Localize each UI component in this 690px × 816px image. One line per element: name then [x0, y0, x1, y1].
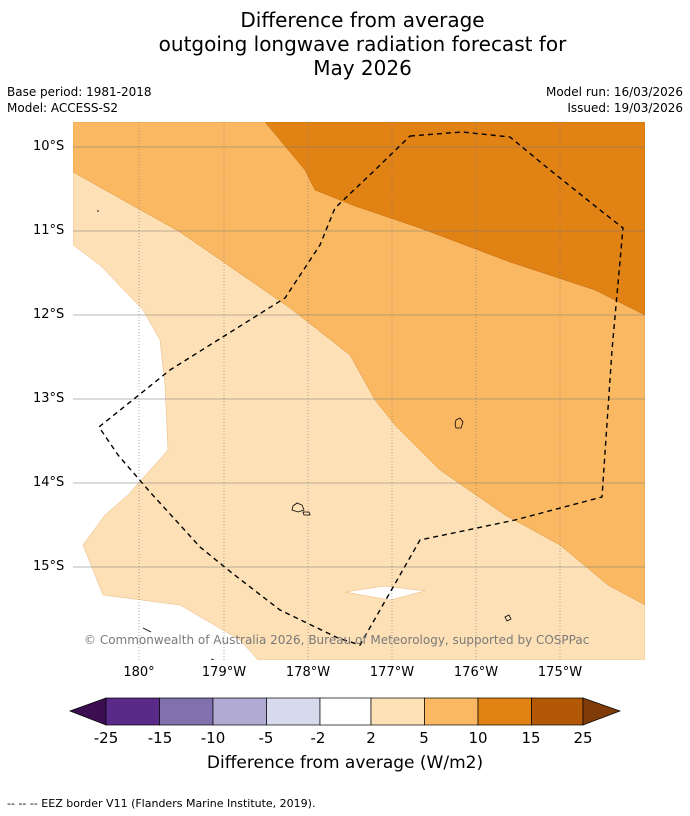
map-area[interactable] [73, 122, 645, 660]
model-run: Model run: 16/03/2026 [545, 85, 683, 99]
colorbar-tick: 2 [366, 729, 376, 747]
white-patch [344, 585, 426, 601]
meta-right: Model run: 16/03/2026 Issued: 19/03/2026 [546, 84, 683, 116]
lat-label: 15°S [33, 559, 65, 574]
island-2 [291, 502, 305, 513]
colorbar-tick: -15 [147, 729, 173, 747]
colorbar-tick: 5 [419, 729, 429, 747]
island-7 [210, 658, 215, 660]
lon-label: 175°W [537, 665, 583, 680]
base-period: Base period: 1981-2018 [7, 85, 152, 99]
lat-label: 11°S [33, 223, 65, 238]
lat-label: 10°S [33, 139, 65, 154]
colorbar-bin-8 [477, 697, 532, 726]
lat-label: 14°S [33, 475, 65, 490]
eez-border [98, 131, 624, 646]
island-3 [302, 511, 311, 516]
colorbar-bin-1 [105, 697, 160, 726]
lon-label: 179°W [201, 665, 247, 680]
colorbar-extend-high [582, 697, 622, 726]
graticule [73, 146, 645, 568]
lon-label: 180° [123, 665, 155, 680]
colorbar-bin-5 [319, 697, 372, 726]
colorbar-bin-7 [424, 697, 479, 726]
colorbar-bin-4 [266, 697, 321, 726]
colorbar-bin-6 [370, 697, 425, 726]
colorbar [69, 697, 622, 726]
lon-label: 176°W [453, 665, 499, 680]
colorbar-tick: 15 [521, 729, 541, 747]
eez-legend: -- -- -- EEZ border V11 (Flanders Marine… [7, 797, 316, 810]
issued-date: Issued: 19/03/2026 [567, 101, 683, 115]
model-name: Model: ACCESS-S2 [7, 101, 119, 115]
colorbar-label: Difference from average (W/m2) [206, 753, 484, 773]
colorbar-bin-2 [159, 697, 214, 726]
title-line-3: May 2026 [313, 56, 412, 80]
colorbar-tick: 25 [573, 729, 593, 747]
colorbar-tick: 10 [468, 729, 488, 747]
copyright-notice: © Commonwealth of Australia 2026, Bureau… [84, 633, 590, 647]
colorbar-bin-3 [212, 697, 267, 726]
colorbar-bin-9 [531, 697, 584, 726]
lat-label: 13°S [33, 391, 65, 406]
island-5 [142, 627, 152, 633]
colorbar-tick: -5 [258, 729, 274, 747]
title-line-2: outgoing longwave radiation forecast for [158, 32, 567, 56]
colorbar-tick: -25 [93, 729, 119, 747]
island-1 [454, 417, 464, 429]
lon-label: 177°W [369, 665, 415, 680]
colorbar-tick: -2 [310, 729, 326, 747]
colorbar-extend-low [69, 697, 107, 726]
island-6 [97, 210, 99, 212]
colorbar-tick: -10 [200, 729, 226, 747]
title-line-1: Difference from average [240, 8, 485, 32]
map-title: Difference from average outgoing longwav… [0, 8, 690, 80]
island-4 [504, 614, 512, 622]
lon-label: 178°W [285, 665, 331, 680]
meta-left: Base period: 1981-2018 Model: ACCESS-S2 [7, 84, 152, 116]
region-10-to-15 [264, 122, 645, 316]
lat-label: 12°S [33, 307, 65, 322]
